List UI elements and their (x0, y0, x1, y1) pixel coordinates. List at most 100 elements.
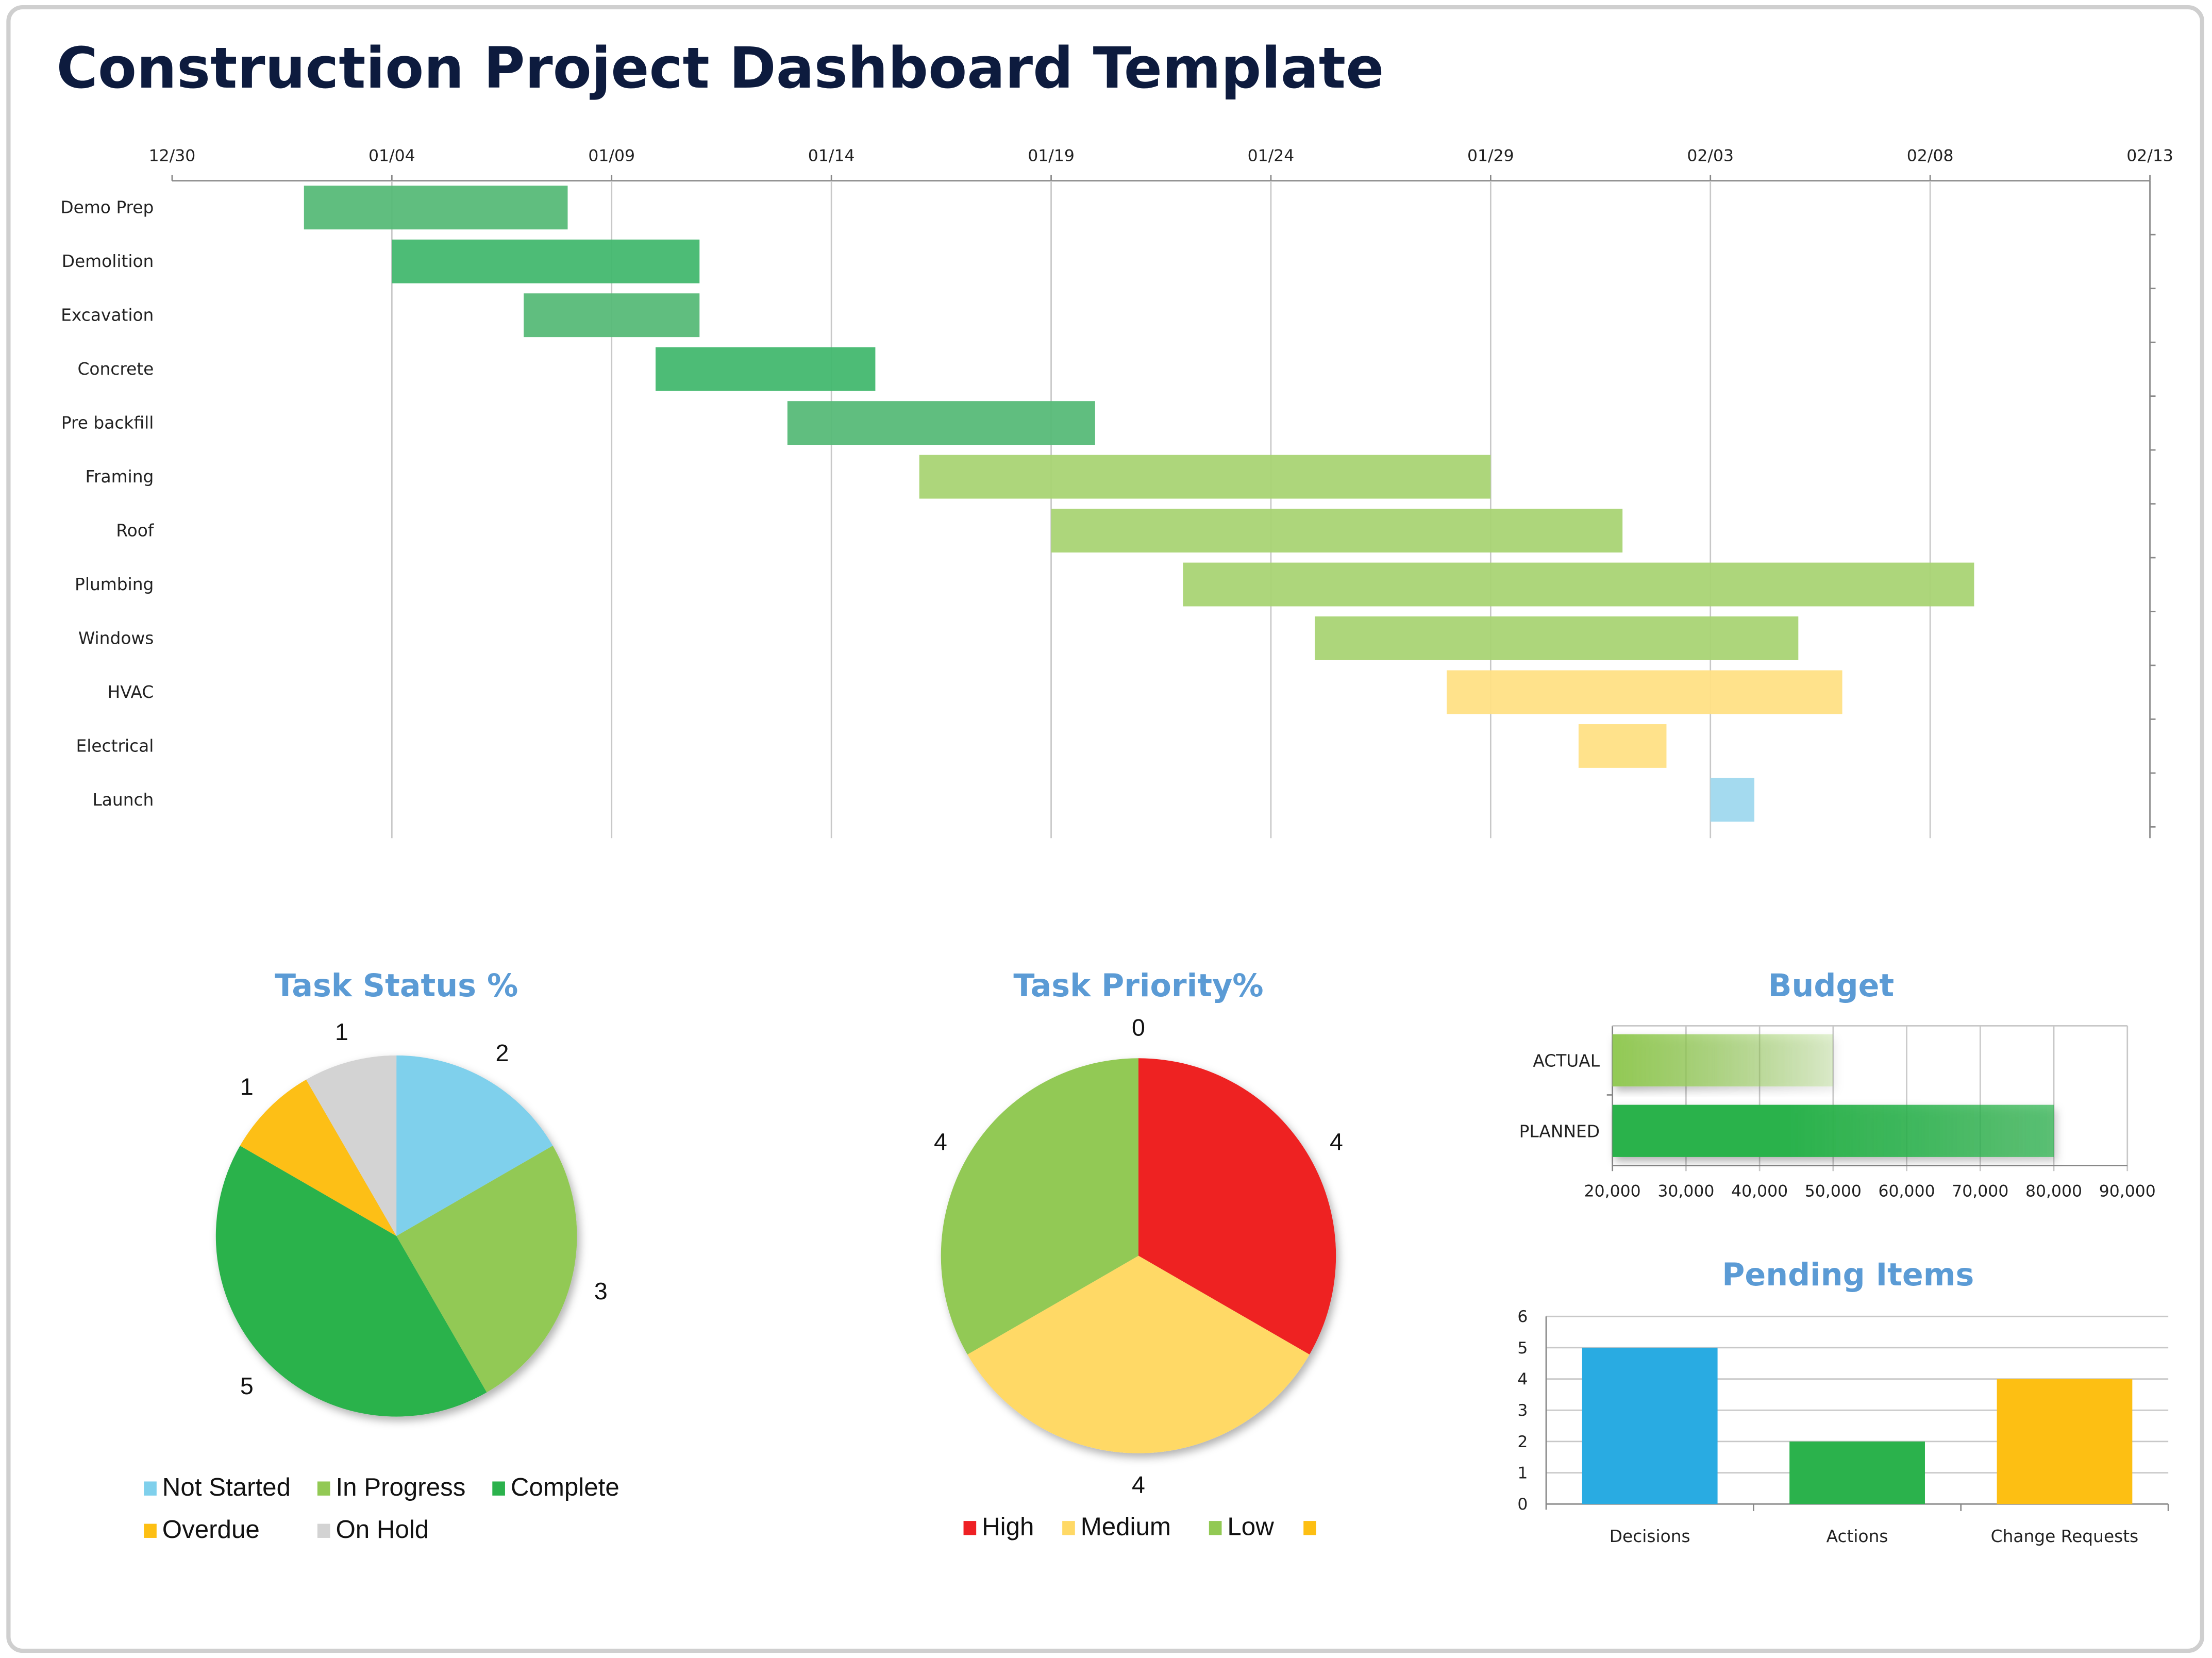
task-label: HVAC (108, 682, 154, 702)
pie-slice (306, 1055, 397, 1236)
x-tick-label: 01/19 (1028, 146, 1075, 165)
pie-slice (967, 1255, 1310, 1453)
chart-title: Task Status % (275, 968, 518, 1004)
legend-swatch (1303, 1521, 1316, 1535)
pie-slice (215, 1146, 487, 1417)
task-label: Excavation (61, 306, 154, 325)
chart-title: Pending Items (1722, 1257, 1974, 1293)
gantt-bar (1183, 562, 1974, 607)
y-tick-label: 3 (1517, 1401, 1528, 1420)
data-label: 4 (1330, 1128, 1343, 1155)
chart-title: Task Priority% (1013, 968, 1263, 1004)
legend-label: Overdue (162, 1515, 260, 1544)
task-label: Pre backfill (61, 413, 154, 433)
pie-slice (396, 1055, 553, 1236)
gantt-bar (919, 455, 1491, 499)
budget-bar (1612, 1034, 1833, 1087)
x-tick-label: 30,000 (1657, 1182, 1714, 1201)
x-tick-label: 90,000 (2099, 1182, 2156, 1201)
data-label: 5 (240, 1372, 254, 1399)
data-label: 1 (240, 1073, 254, 1100)
category-label: ACTUAL (1533, 1051, 1600, 1071)
x-tick-label: 01/09 (588, 146, 635, 165)
task-label: Plumbing (75, 575, 154, 594)
legend-label: High (982, 1512, 1034, 1540)
budget-bar (1612, 1104, 2054, 1157)
x-tick-label: 01/24 (1248, 146, 1295, 165)
x-tick-label: 01/29 (1467, 146, 1514, 165)
pie-slice (941, 1058, 1138, 1355)
x-tick-label: 12/30 (149, 146, 196, 165)
legend-swatch (963, 1521, 977, 1535)
y-tick-label: 6 (1517, 1308, 1528, 1326)
y-tick-label: 2 (1517, 1433, 1528, 1451)
x-tick-label: 60,000 (1879, 1182, 1935, 1201)
task-label: Demolition (62, 252, 154, 271)
legend-label: On Hold (336, 1515, 429, 1544)
task-label: Electrical (76, 736, 154, 756)
legend-label: Medium (1081, 1512, 1171, 1540)
task-label: Launch (92, 790, 154, 810)
gantt-bar (656, 347, 876, 391)
task-label: Framing (86, 467, 154, 487)
gantt-bar (1578, 724, 1667, 768)
legend-swatch (317, 1481, 330, 1496)
x-tick-label: 02/08 (1907, 146, 1954, 165)
legend-swatch (144, 1481, 157, 1496)
gantt-bar (1447, 670, 1842, 714)
y-tick-label: 5 (1517, 1339, 1528, 1358)
gantt-bar (1710, 778, 1755, 822)
legend-swatch (1209, 1521, 1222, 1535)
gantt-bar (1315, 616, 1799, 660)
legend-label: Low (1227, 1512, 1274, 1540)
x-tick-label: 01/14 (808, 146, 855, 165)
legend-swatch (144, 1523, 157, 1538)
x-tick-label: 50,000 (1805, 1182, 1862, 1201)
legend-label: Not Started (162, 1473, 291, 1501)
category-label: PLANNED (1519, 1122, 1600, 1142)
data-label: 3 (594, 1278, 608, 1304)
category-label: Decisions (1610, 1527, 1690, 1546)
task-label: Concrete (77, 359, 154, 379)
pie-slice (396, 1146, 577, 1393)
category-label: Change Requests (1991, 1527, 2139, 1546)
pie-slices (215, 1055, 577, 1417)
y-tick-label: 0 (1517, 1495, 1528, 1514)
task-status-chart: Task Status % 2 3 5 1 1 Not Started In Progress… (144, 968, 619, 1544)
legend-swatch (317, 1523, 330, 1538)
legend-label: Complete (511, 1473, 619, 1501)
data-label: 0 (1132, 1014, 1145, 1041)
pending-bar (1997, 1379, 2133, 1504)
data-label: 4 (1132, 1471, 1145, 1498)
y-tick-label: 1 (1517, 1464, 1528, 1483)
budget-chart: Budget 20,000 30,000 40,000 50,000 60,000 70,0… (1519, 968, 2156, 1201)
category-label: Actions (1826, 1527, 1888, 1546)
x-tick-label: 02/03 (1687, 146, 1734, 165)
gantt-bar (304, 186, 568, 230)
x-tick-label: 02/13 (2126, 146, 2173, 165)
x-tick-label: 40,000 (1731, 1182, 1788, 1201)
pie-slice (240, 1079, 397, 1236)
x-tick-label: 01/04 (368, 146, 415, 165)
task-label: Windows (78, 628, 154, 648)
legend-swatch (492, 1481, 505, 1496)
gantt-bar (1051, 509, 1623, 552)
gantt-bar (392, 239, 700, 283)
pending-bar (1789, 1441, 1925, 1504)
task-label: Demo Prep (60, 198, 154, 217)
gantt-chart: 12/30 01/04 01/09 01/14 01/19 01/24 01/29 02/03… (60, 146, 2173, 839)
y-tick-label: 4 (1517, 1370, 1528, 1389)
pie-slices (941, 1058, 1336, 1453)
data-label: 4 (934, 1128, 947, 1155)
chart-title: Budget (1768, 968, 1895, 1004)
x-tick-label: 20,000 (1584, 1182, 1641, 1201)
legend-swatch (1062, 1521, 1075, 1535)
task-label: Roof (116, 521, 155, 541)
task-priority-chart: Task Priority% 4 4 4 0 High Medium Low (934, 968, 1343, 1541)
pie-slice (1138, 1058, 1336, 1355)
gantt-bar (787, 401, 1095, 445)
x-tick-label: 80,000 (2025, 1182, 2082, 1201)
gantt-bar (524, 293, 700, 338)
pending-bar (1582, 1347, 1718, 1504)
data-label: 2 (496, 1040, 509, 1066)
